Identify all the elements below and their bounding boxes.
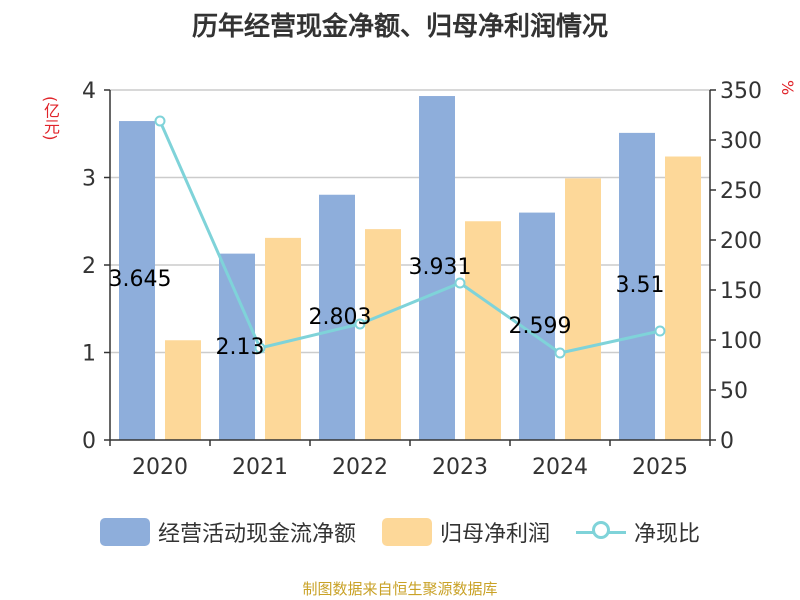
x-tick-label: 2020 <box>132 455 188 480</box>
y-right-tick-label: 0 <box>720 429 734 454</box>
legend-label-ratio: 净现比 <box>634 522 701 547</box>
y-right-tick-label: 50 <box>720 379 748 404</box>
y-left-tick-label: 3 <box>82 167 96 192</box>
y-left-tick-label: 0 <box>82 429 96 454</box>
ratio-point <box>354 318 366 330</box>
bar-cashflow <box>119 121 155 440</box>
ratio-point <box>654 325 666 337</box>
legend-item-cashflow[interactable]: 经营活动现金流净额 <box>99 516 356 548</box>
legend: 经营活动现金流净额 归母净利润 净现比 <box>0 516 800 548</box>
legend-label-netprofit: 归母净利润 <box>439 522 550 547</box>
bar-cashflow <box>219 253 255 440</box>
bar-cashflow <box>619 132 655 440</box>
ratio-point <box>154 115 166 127</box>
y-right-tick-label: 350 <box>720 79 762 104</box>
data-source-note: 制图数据来自恒生聚源数据库 <box>302 580 498 598</box>
legend-swatch-netprofit <box>381 518 432 546</box>
bar-netprofit <box>165 340 201 440</box>
x-tick-label: 2025 <box>632 455 688 480</box>
x-tick-label: 2022 <box>332 455 388 480</box>
ratio-line <box>158 120 661 355</box>
ratio-point <box>554 347 566 359</box>
y-right-tick-label: 100 <box>720 329 762 354</box>
y-left-tick-label: 4 <box>82 79 96 104</box>
right-axis-unit: % <box>778 80 797 96</box>
legend-item-ratio[interactable]: 净现比 <box>576 516 700 548</box>
legend-label-cashflow: 经营活动现金流净额 <box>157 522 356 547</box>
bar-cashflow <box>319 194 355 440</box>
y-left-tick-label: 1 <box>82 342 96 367</box>
y-right-tick-label: 150 <box>720 279 762 304</box>
bar-netprofit <box>565 178 601 440</box>
y-left-tick-label: 2 <box>82 254 96 279</box>
legend-swatch-ratio <box>576 518 626 546</box>
x-tick-label: 2021 <box>232 455 288 480</box>
chart-title: 历年经营现金净额、归母净利润情况 <box>191 12 608 42</box>
data-label-cashflow: 3.51 <box>616 273 665 298</box>
data-label-cashflow: 3.931 <box>409 255 472 280</box>
x-tick-label: 2023 <box>432 455 488 480</box>
data-label-cashflow: 2.13 <box>216 335 265 360</box>
bar-cashflow <box>419 96 455 440</box>
data-label-cashflow: 2.599 <box>509 314 572 339</box>
data-label-cashflow: 3.645 <box>109 267 172 292</box>
legend-item-netprofit[interactable]: 归母净利润 <box>381 516 550 548</box>
bar-netprofit <box>365 229 401 440</box>
y-right-tick-label: 300 <box>720 129 762 154</box>
ratio-point <box>254 342 266 354</box>
bar-netprofit <box>665 156 701 440</box>
data-label-cashflow: 2.803 <box>309 305 372 330</box>
x-tick-label: 2024 <box>532 455 588 480</box>
y-right-tick-label: 250 <box>720 179 762 204</box>
left-axis-unit: (亿元) <box>41 96 60 141</box>
ratio-point <box>454 277 466 289</box>
legend-swatch-cashflow <box>99 518 150 546</box>
bar-cashflow <box>519 212 555 440</box>
bar-netprofit <box>465 221 501 440</box>
chart-canvas: 0 1 2 3 4 0 50 100 150 200 250 300 350 2020 2021 2022 20… <box>82 79 762 480</box>
y-right-tick-label: 200 <box>720 229 762 254</box>
